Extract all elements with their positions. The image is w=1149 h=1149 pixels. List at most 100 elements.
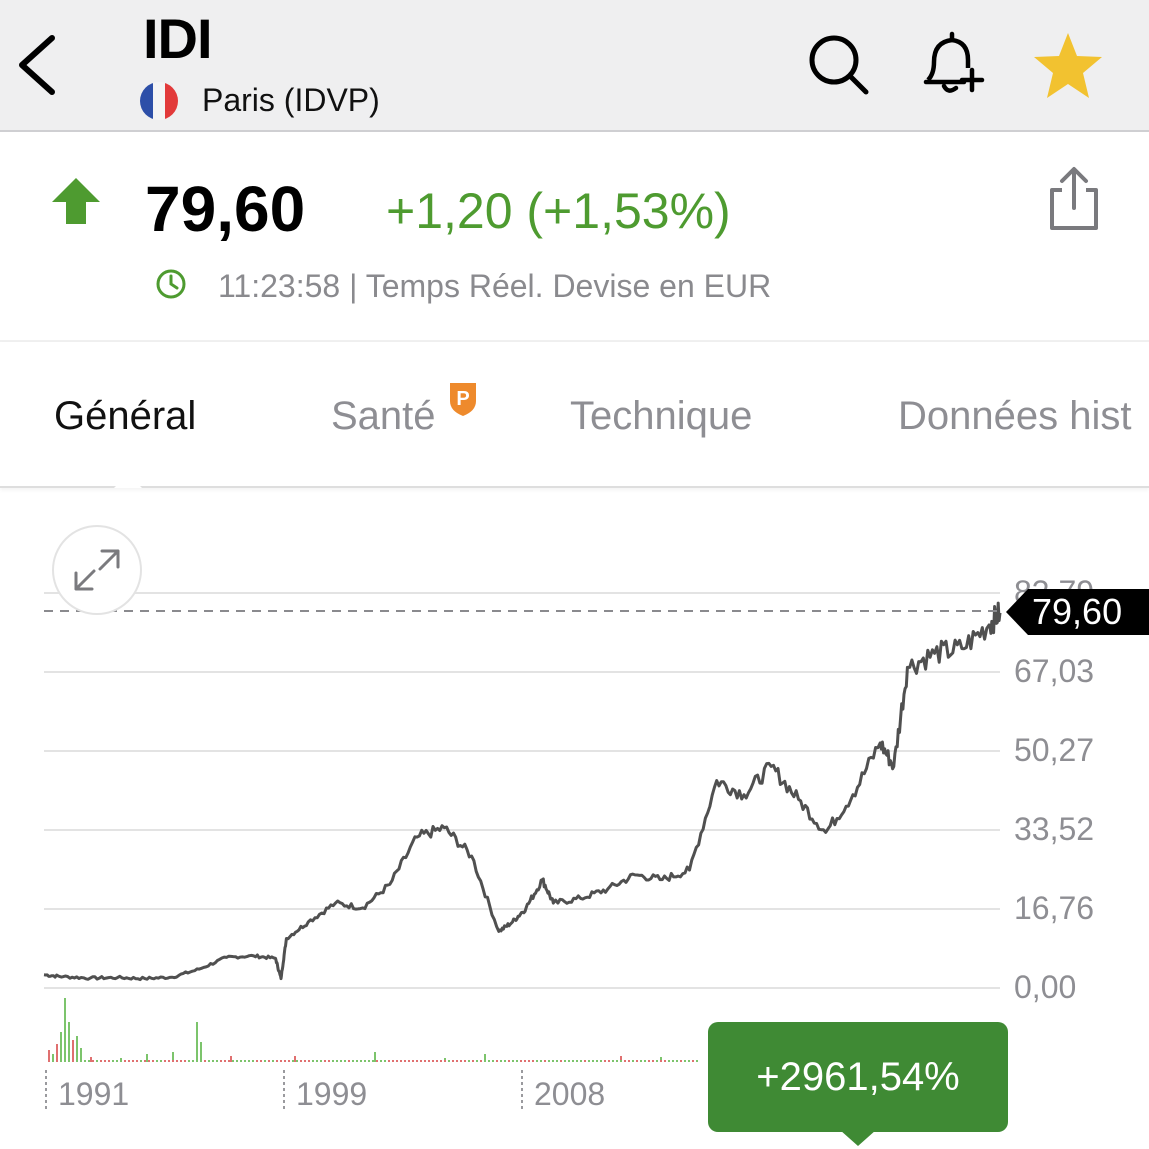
volume-bar	[212, 1060, 214, 1062]
volume-bar	[160, 1060, 162, 1062]
realtime-info: 11:23:58 | Temps Réel. Devise en EUR	[218, 268, 772, 304]
volume-bar	[132, 1060, 134, 1062]
volume-bar	[88, 1060, 90, 1062]
volume-bar	[224, 1060, 226, 1062]
volume-bar	[564, 1060, 566, 1062]
volume-bar	[312, 1060, 314, 1062]
volume-bar	[492, 1060, 494, 1062]
volume-bar	[168, 1060, 170, 1062]
volume-bar	[340, 1060, 342, 1062]
volume-bar	[196, 1060, 198, 1062]
volume-bar	[404, 1060, 406, 1062]
volume-bar	[200, 1042, 202, 1062]
back-button[interactable]	[8, 30, 68, 100]
volume-bar	[636, 1060, 638, 1062]
tab-technique[interactable]: Technique	[570, 394, 753, 438]
volume-bar	[584, 1060, 586, 1062]
volume-bar	[648, 1060, 650, 1062]
volume-bar	[424, 1060, 426, 1062]
volume-bar	[116, 1060, 118, 1062]
performance-badge[interactable]: +2961,54%	[708, 1022, 1008, 1146]
volume-bar	[92, 1060, 94, 1062]
performance-badge-pointer	[840, 1130, 876, 1146]
volume-bar	[316, 1060, 318, 1062]
volume-bar	[476, 1060, 478, 1062]
volume-bar	[336, 1060, 338, 1062]
volume-bar	[444, 1060, 446, 1062]
volume-bar	[580, 1060, 582, 1062]
tab-general[interactable]: Général	[54, 394, 197, 438]
price-change: +1,20 (+1,53%)	[386, 183, 731, 239]
volume-bar	[620, 1056, 622, 1062]
price-chart-svg	[43, 592, 1004, 1112]
volume-bar	[488, 1060, 490, 1062]
volume-bar	[56, 1044, 58, 1062]
volume-bar	[680, 1060, 682, 1062]
volume-bar	[252, 1060, 254, 1062]
volume-bar	[184, 1060, 186, 1062]
expand-chart-button[interactable]	[52, 525, 142, 615]
volume-bar	[516, 1060, 518, 1062]
volume-bar	[376, 1060, 378, 1062]
volume-bar	[232, 1060, 234, 1062]
tab-bar: Général Santé Technique Données hist	[0, 342, 1149, 488]
volume-bar	[240, 1060, 242, 1062]
volume-bar	[164, 1060, 166, 1062]
volume-bar	[456, 1060, 458, 1062]
volume-bar	[460, 1060, 462, 1062]
volume-bar	[344, 1060, 346, 1062]
volume-bar	[128, 1060, 130, 1062]
pro-badge-letter: P	[456, 388, 469, 410]
bell-plus-icon	[923, 31, 985, 93]
clock-icon	[156, 269, 186, 299]
volume-bar	[616, 1060, 618, 1062]
volume-bar	[668, 1060, 670, 1062]
volume-bar	[300, 1060, 302, 1062]
volume-bar	[664, 1060, 666, 1062]
volume-bar	[360, 1060, 362, 1062]
volume-bar	[400, 1060, 402, 1062]
volume-bar	[148, 1060, 150, 1062]
volume-bar	[620, 1060, 622, 1062]
volume-bar	[420, 1060, 422, 1062]
volume-bar	[596, 1060, 598, 1062]
volume-bar	[100, 1060, 102, 1062]
add-alert-button[interactable]	[918, 30, 988, 105]
volume-bar	[524, 1060, 526, 1062]
volume-bar	[500, 1060, 502, 1062]
y-tick-label: 50,27	[1014, 732, 1095, 768]
performance-value: +2961,54%	[756, 1055, 960, 1099]
volume-bar	[684, 1060, 686, 1062]
volume-bar	[76, 1036, 78, 1062]
volume-bar	[84, 1060, 86, 1062]
volume-bar	[124, 1060, 126, 1062]
share-button[interactable]	[1046, 166, 1102, 237]
volume-bar	[204, 1060, 206, 1062]
volume-bar	[356, 1060, 358, 1062]
tab-sante[interactable]: Santé	[331, 394, 436, 438]
volume-bar	[672, 1060, 674, 1062]
volume-bar	[520, 1060, 522, 1062]
volume-bar	[416, 1060, 418, 1062]
volume-bar	[324, 1060, 326, 1062]
volume-bar	[208, 1060, 210, 1062]
watchlist-button[interactable]	[1032, 30, 1104, 107]
header-bar: IDI Paris (IDVP)	[0, 0, 1149, 132]
volume-bar	[468, 1060, 470, 1062]
volume-bar	[624, 1060, 626, 1062]
volume-bar	[272, 1060, 274, 1062]
volume-bar	[608, 1060, 610, 1062]
last-price-tag-value: 79,60	[1032, 591, 1123, 632]
volume-bar	[656, 1060, 658, 1062]
volume-bar	[200, 1060, 202, 1062]
volume-bar	[612, 1060, 614, 1062]
volume-bar	[368, 1060, 370, 1062]
volume-bar	[288, 1060, 290, 1062]
volume-bar	[392, 1060, 394, 1062]
tab-donnees-historiques[interactable]: Données hist	[898, 394, 1132, 438]
volume-bar	[64, 998, 66, 1062]
volume-bar	[572, 1060, 574, 1062]
search-button[interactable]	[806, 32, 872, 103]
volume-bar	[588, 1060, 590, 1062]
volume-bar	[396, 1060, 398, 1062]
